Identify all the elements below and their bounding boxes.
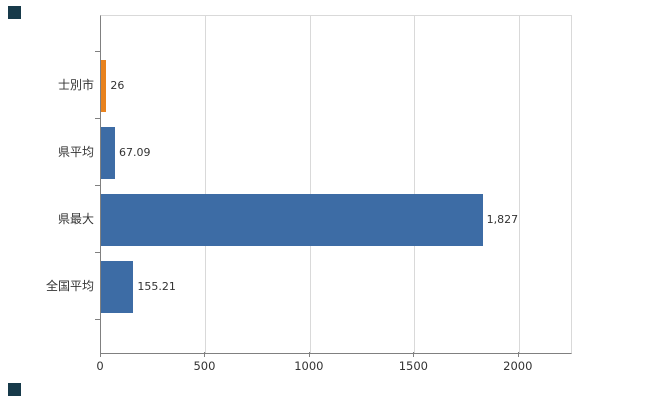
- bar: [101, 126, 115, 179]
- x-axis-tick-label: 0: [96, 359, 104, 373]
- bar: [101, 59, 107, 112]
- y-axis-tick: [95, 252, 100, 253]
- bar-value-label: 26: [110, 78, 125, 92]
- y-axis-tick: [95, 51, 100, 52]
- y-axis-category-label: 県最大: [57, 211, 94, 226]
- gridline: [205, 16, 207, 353]
- bar: [101, 193, 483, 246]
- x-axis-tick: [413, 352, 415, 357]
- y-axis-category-label: 士別市: [57, 77, 94, 92]
- bar: [101, 260, 134, 313]
- x-axis-tick-label: 2000: [503, 359, 533, 373]
- corner-marker-bottom-left: [8, 383, 21, 396]
- plot-area: 26 67.09 1,827 155.21: [100, 15, 572, 354]
- gridline: [414, 16, 416, 353]
- corner-marker-top-left: [8, 6, 21, 19]
- gridline: [518, 16, 520, 353]
- x-axis-tick-label: 1000: [294, 359, 324, 373]
- bar-value-label: 67.09: [119, 145, 151, 159]
- x-axis-tick: [204, 352, 206, 357]
- x-axis-tick-label: 1500: [398, 359, 428, 373]
- y-axis-tick: [95, 118, 100, 119]
- y-axis-tick: [95, 319, 100, 320]
- x-axis-tick: [100, 352, 101, 357]
- x-axis-tick-label: 500: [193, 359, 216, 373]
- bar-value-label: 1,827: [486, 212, 519, 226]
- bar-value-label: 155.21: [137, 279, 176, 293]
- y-axis-tick: [95, 185, 100, 186]
- y-axis-category-label: 全国平均: [45, 278, 94, 293]
- gridline: [309, 16, 311, 353]
- x-axis-tick: [517, 352, 519, 357]
- x-axis-tick: [308, 352, 310, 357]
- y-axis-category-label: 県平均: [57, 144, 94, 159]
